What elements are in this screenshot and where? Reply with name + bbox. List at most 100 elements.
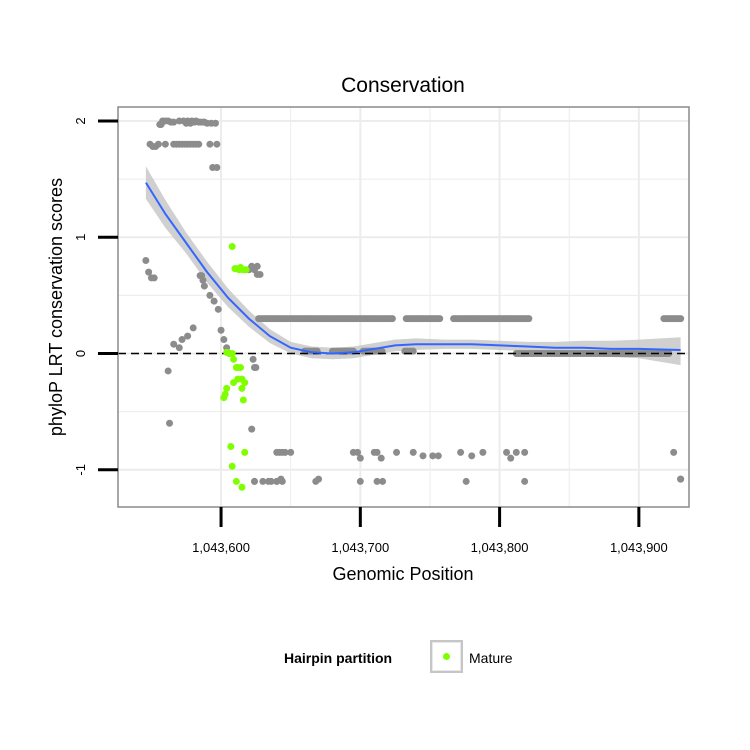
point-mature — [227, 443, 235, 451]
point-other — [150, 274, 158, 282]
point-other — [220, 336, 228, 344]
point-mature — [228, 350, 236, 358]
y-tick-label: 2 — [73, 117, 88, 124]
point-other — [503, 448, 511, 456]
legend-title: Hairpin partition — [284, 650, 392, 666]
point-other — [200, 282, 208, 290]
point-other — [210, 297, 218, 305]
point-other — [248, 425, 256, 433]
chart-title: Conservation — [341, 74, 465, 97]
point-other — [213, 140, 221, 148]
point-mature — [223, 384, 231, 392]
point-other — [264, 477, 272, 485]
point-other — [281, 448, 289, 456]
y-tick-label: 0 — [73, 350, 88, 357]
point-other — [373, 477, 381, 485]
point-other — [195, 140, 203, 148]
point-other — [377, 454, 385, 462]
point-other — [512, 448, 520, 456]
point-other — [170, 118, 178, 126]
point-other — [206, 291, 214, 299]
point-other — [462, 477, 470, 485]
point-other — [199, 276, 207, 284]
plot-panel — [118, 107, 689, 507]
point-other — [253, 262, 261, 270]
point-mature — [237, 363, 245, 371]
point-other — [356, 477, 364, 485]
point-mature — [230, 355, 238, 363]
y-axis-title: phyloP LRT conservation scores — [46, 178, 66, 436]
legend-label-mature: Mature — [469, 650, 513, 666]
smooth-line-layer — [145, 182, 681, 355]
point-other — [373, 448, 381, 456]
point-other — [419, 452, 427, 460]
point-other — [250, 477, 258, 485]
point-other-cluster — [525, 315, 533, 323]
x-tick-label: 1,043,900 — [610, 540, 668, 555]
point-other — [256, 270, 264, 278]
point-other — [507, 454, 515, 462]
point-other — [189, 324, 197, 332]
x-tick-label: 1,043,700 — [331, 540, 389, 555]
point-mature — [239, 396, 247, 404]
x-axis-title: Genomic Position — [332, 564, 473, 584]
legend: Hairpin partition Mature — [284, 640, 513, 673]
point-other — [249, 355, 257, 363]
point-other — [175, 344, 183, 352]
point-other — [429, 452, 437, 460]
point-other — [409, 448, 417, 456]
y-axis: 2 1 0 -1 — [73, 117, 118, 476]
point-other — [354, 448, 362, 456]
point-other — [154, 140, 162, 148]
mature-points-layer — [220, 243, 250, 491]
legend-mature-swatch — [443, 653, 450, 660]
point-mature — [228, 462, 236, 470]
x-axis: 1,043,600 1,043,700 1,043,800 1,043,900 — [192, 507, 668, 555]
point-other — [166, 419, 174, 427]
confidence-band-layer — [145, 166, 681, 366]
point-other — [521, 477, 529, 485]
point-other — [379, 477, 387, 485]
confidence-band — [145, 166, 681, 366]
point-other-cluster — [677, 315, 685, 323]
point-other — [252, 363, 260, 371]
point-mature — [241, 448, 249, 456]
point-other — [217, 326, 225, 334]
point-mature — [232, 477, 240, 485]
point-other — [142, 256, 150, 264]
point-other — [468, 452, 476, 460]
point-other — [213, 163, 221, 171]
point-other — [161, 140, 169, 148]
point-other — [434, 452, 442, 460]
point-other — [206, 140, 214, 148]
point-other — [214, 305, 222, 313]
point-mature — [228, 243, 236, 251]
y-tick-label: -1 — [73, 464, 88, 476]
point-other — [211, 119, 219, 127]
point-other — [457, 448, 465, 456]
point-other — [312, 477, 320, 485]
point-mature — [238, 384, 246, 392]
point-other — [479, 448, 487, 456]
point-mature — [238, 483, 246, 491]
point-other — [170, 340, 178, 348]
point-mature — [221, 390, 229, 398]
point-other-cluster — [436, 315, 444, 323]
y-tick-label: 1 — [73, 234, 88, 241]
point-other — [287, 448, 295, 456]
point-other — [670, 448, 678, 456]
point-other — [259, 477, 267, 485]
point-other — [356, 454, 364, 462]
point-other — [184, 332, 192, 340]
point-mature — [242, 266, 250, 274]
x-tick-label: 1,043,800 — [471, 540, 529, 555]
point-other — [521, 448, 529, 456]
point-other — [677, 475, 685, 483]
point-mature — [241, 379, 249, 387]
point-other — [393, 448, 401, 456]
point-other — [277, 475, 285, 483]
point-other — [178, 336, 186, 344]
point-other — [145, 268, 153, 276]
smooth-line — [145, 182, 681, 355]
